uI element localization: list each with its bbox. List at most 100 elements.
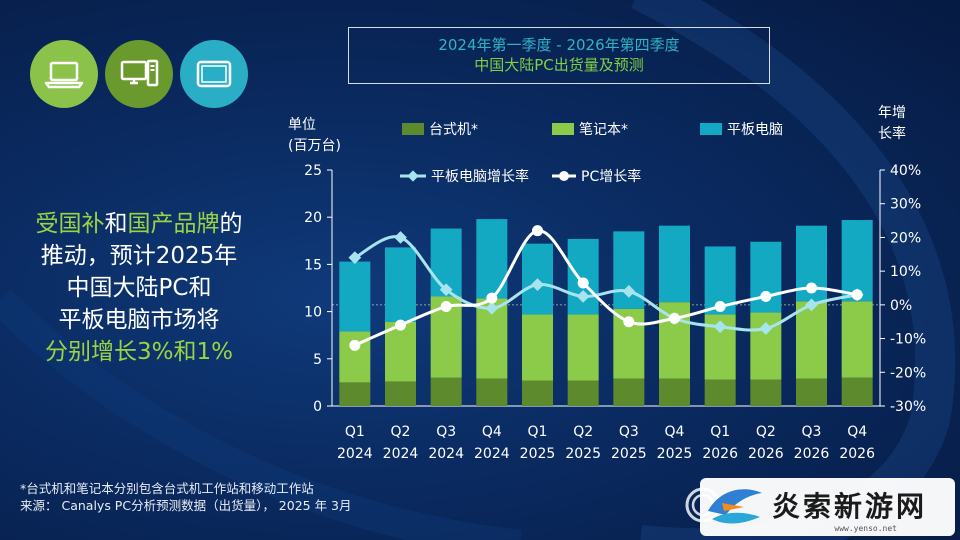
x-tick-label-quarter: Q2	[756, 424, 776, 440]
headline-part: 推动，	[40, 243, 110, 269]
headline-text: 受国补和国产品牌的 推动，预计2025年 中国大陆PC和 平板电脑市场将 分别增…	[8, 208, 270, 368]
bar-desktop	[522, 380, 553, 406]
x-tick-label-quarter: Q4	[482, 424, 502, 440]
x-tick-label-year: 2025	[657, 446, 693, 462]
pc-growth-point	[623, 316, 635, 328]
x-tick-label-quarter: Q3	[436, 424, 456, 440]
legend-desktop-label: 台式机*	[429, 122, 478, 138]
laptop-icon	[30, 40, 98, 108]
x-tick-label-year: 2025	[520, 446, 556, 462]
desktop-icon	[105, 40, 173, 108]
pc-growth-point	[806, 282, 817, 294]
pc-growth-point	[851, 289, 863, 301]
pc-growth-point	[486, 292, 498, 304]
legend-notebook-label: 笔记本*	[579, 122, 628, 138]
x-tick-label-year: 2024	[337, 446, 373, 462]
pc-growth-point	[532, 225, 543, 237]
chart-title-period: 2024年第一季度 - 2026年第四季度	[438, 36, 680, 54]
y-tick-label-right: 40%	[890, 163, 921, 179]
legend-pc-growth-marker	[559, 171, 569, 181]
x-tick-label-year: 2024	[428, 446, 464, 462]
y-axis-title-right: 年增	[878, 105, 906, 121]
headline-part: 中国大陆PC和	[66, 275, 212, 301]
bar-tablet	[841, 220, 873, 302]
x-tick-label-quarter: Q2	[573, 424, 593, 440]
x-tick-label-quarter: Q4	[847, 424, 867, 440]
device-icons	[30, 40, 248, 108]
bar-desktop	[430, 377, 462, 406]
legend-notebook-swatch	[552, 123, 574, 135]
pc-growth-point	[349, 339, 361, 351]
y-tick-label-left: 15	[304, 257, 322, 273]
headline-part: 和	[104, 211, 128, 237]
footnote-source: 来源： Canalys PC分析预测数据（出货量）， 2025 年 3月	[20, 498, 352, 513]
legend-desktop-swatch	[402, 123, 424, 135]
y-tick-label-left: 10	[304, 305, 322, 321]
pc-growth-point	[440, 301, 452, 313]
x-tick-label-year: 2025	[565, 446, 601, 462]
tablet-icon	[180, 40, 248, 108]
headline-part: 平板电脑市场将	[58, 307, 220, 333]
bar-desktop	[385, 381, 416, 406]
footnote: *台式机和笔记本分别包含台式机工作站和移动工作站 来源： Canalys PC分…	[20, 480, 352, 514]
y-tick-label-right: 20%	[890, 230, 921, 246]
watermark-url: www.yenso.net	[834, 524, 897, 533]
bar-desktop	[567, 380, 599, 406]
bar-desktop	[750, 379, 782, 406]
bar-tablet	[476, 219, 508, 299]
legend-tablet-label: 平板电脑	[727, 122, 783, 138]
pc-growth-point	[714, 301, 726, 313]
x-tick-label-quarter: Q1	[528, 424, 548, 440]
bar-notebook	[567, 314, 599, 381]
bar-tablet	[339, 261, 371, 332]
y-tick-label-left: 0	[313, 399, 322, 415]
y-tick-label-left: 20	[304, 210, 322, 226]
y-axis-title-left: (百万台)	[288, 138, 341, 154]
bar-notebook	[841, 301, 873, 378]
bar-desktop	[476, 378, 508, 406]
legend-tablet-growth-label: 平板电脑增长率	[431, 168, 529, 185]
tablet-growth-line	[354, 235, 858, 332]
x-tick-label-quarter: Q1	[345, 424, 365, 440]
legend-tablet-swatch	[700, 123, 722, 135]
x-tick-label-year: 2026	[702, 446, 738, 462]
y-tick-label-right: 30%	[890, 197, 921, 213]
y-tick-label-right: -10%	[890, 332, 926, 348]
footnote-definition: *台式机和笔记本分别包含台式机工作站和移动工作站	[20, 481, 314, 496]
bar-desktop	[841, 377, 873, 406]
headline-part: 分别增长3%和1%	[45, 339, 233, 365]
y-tick-label-right: 10%	[890, 264, 921, 280]
x-tick-label-quarter: Q1	[710, 424, 730, 440]
bar-notebook	[796, 301, 827, 379]
pc-growth-line	[354, 229, 858, 347]
bar-notebook	[522, 314, 553, 381]
headline-part: 国产品牌	[127, 211, 220, 237]
bar-desktop	[613, 378, 645, 406]
y-tick-label-left: 25	[304, 163, 322, 179]
chart-title-box: 2024年第一季度 - 2026年第四季度 中国大陆PC出货量及预测	[348, 27, 770, 84]
y-tick-label-right: 0%	[890, 298, 912, 314]
bar-tablet	[659, 225, 690, 303]
x-tick-label-quarter: Q2	[391, 424, 411, 440]
y-tick-label-right: -30%	[890, 399, 926, 415]
headline-part: 受国补	[35, 211, 105, 237]
bar-notebook	[385, 321, 416, 382]
chart-title-subject: 中国大陆PC出货量及预测	[474, 56, 644, 74]
x-tick-label-year: 2025	[611, 446, 647, 462]
tablet-growth-point	[394, 231, 407, 244]
y-axis-title-left: 单位	[288, 117, 316, 133]
headline-part: 预计2025年	[109, 243, 238, 269]
tablet-growth-point	[485, 301, 499, 315]
x-tick-label-year: 2026	[839, 446, 875, 462]
legend-tablet-growth-marker	[407, 170, 419, 182]
bar-tablet	[385, 247, 416, 322]
watermark: 炎索新游网 www.yenso.net	[700, 478, 955, 536]
x-tick-label-year: 2026	[748, 446, 784, 462]
x-tick-label-quarter: Q4	[665, 424, 685, 440]
x-tick-label-year: 2024	[383, 446, 419, 462]
pc-growth-point	[577, 277, 589, 289]
y-tick-label-left: 5	[313, 352, 322, 368]
pc-growth-point	[760, 290, 772, 302]
x-tick-label-quarter: Q3	[802, 424, 822, 440]
